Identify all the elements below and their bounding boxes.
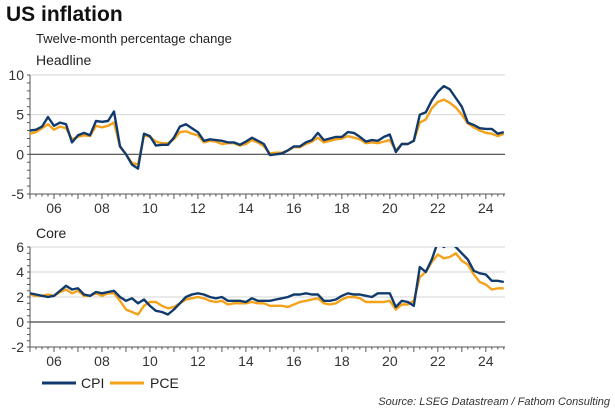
- y-tick-label: -5: [12, 186, 25, 202]
- legend: CPI PCE: [42, 375, 179, 391]
- y-tick-label: 2: [16, 289, 24, 305]
- core-cpi-line: [30, 247, 505, 316]
- x-tick-label: 20: [382, 200, 398, 216]
- x-tick-label: 10: [142, 200, 158, 216]
- chart-subtitle: Twelve-month percentage change: [36, 31, 232, 46]
- y-tick-label: 0: [16, 146, 24, 162]
- y-tick-label: -2: [12, 339, 25, 355]
- x-tick-label: 08: [94, 353, 110, 369]
- x-tick-label: 16: [286, 200, 302, 216]
- x-tick-label: 12: [190, 353, 206, 369]
- x-tick-label: 24: [478, 200, 494, 216]
- x-tick-label: 18: [334, 200, 350, 216]
- chart-title: US inflation: [6, 3, 123, 26]
- y-tick-label: 0: [16, 314, 24, 330]
- x-tick-label: 12: [190, 200, 206, 216]
- y-tick-label: 5: [16, 107, 24, 123]
- x-tick-label: 22: [430, 200, 446, 216]
- x-tick-label: 14: [238, 353, 254, 369]
- x-tick-label: 24: [478, 353, 494, 369]
- legend-label-cpi: CPI: [81, 375, 104, 391]
- y-tick-label: 10: [8, 67, 24, 83]
- y-tick-label: 4: [16, 264, 24, 280]
- x-tick-label: 08: [94, 200, 110, 216]
- core-pce-line: [30, 252, 504, 316]
- legend-label-pce: PCE: [150, 375, 179, 391]
- source-note: Source: LSEG Datastream / Fathom Consult…: [378, 396, 611, 408]
- x-tick-label: 06: [46, 353, 62, 369]
- x-tick-label: 16: [286, 353, 302, 369]
- y-tick-label: 6: [16, 239, 24, 255]
- x-tick-label: 14: [238, 200, 254, 216]
- panel-title-headline: Headline: [36, 52, 91, 68]
- x-tick-label: 22: [430, 353, 446, 369]
- x-tick-label: 06: [46, 200, 62, 216]
- headline-panel: -5 0 5 10 06 08 10 12 14 16 18 20 22 24: [8, 67, 505, 216]
- headline-cpi-line: [30, 84, 505, 170]
- x-tick-label: 10: [142, 353, 158, 369]
- x-tick-label: 18: [334, 353, 350, 369]
- panel-title-core: Core: [36, 225, 67, 241]
- x-tick-label: 20: [382, 353, 398, 369]
